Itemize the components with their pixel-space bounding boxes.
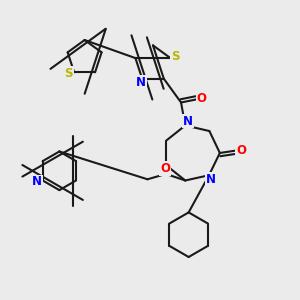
Text: S: S bbox=[171, 50, 179, 63]
Text: N: N bbox=[206, 173, 215, 186]
Text: O: O bbox=[236, 144, 246, 157]
Text: O: O bbox=[196, 92, 206, 105]
Text: N: N bbox=[136, 76, 146, 89]
Text: N: N bbox=[32, 176, 42, 188]
Text: S: S bbox=[64, 67, 73, 80]
Text: N: N bbox=[183, 115, 193, 128]
Text: O: O bbox=[160, 162, 170, 175]
